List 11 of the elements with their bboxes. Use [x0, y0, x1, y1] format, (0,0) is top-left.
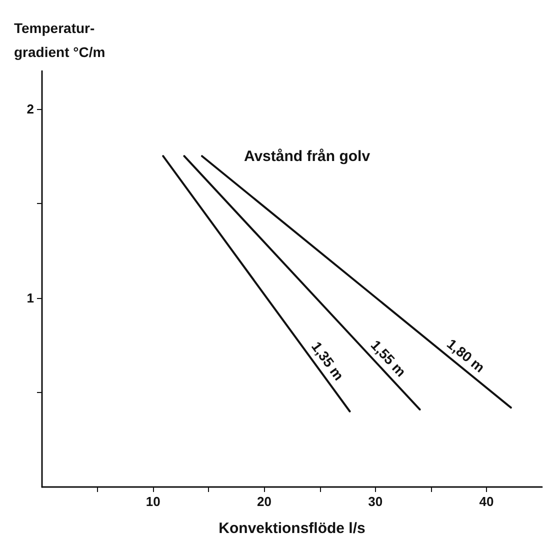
x-tick-label: 40 — [479, 494, 494, 509]
text: 1,80 m — [444, 336, 488, 376]
x-tick-label: 20 — [256, 494, 272, 509]
x-tick-label: 30 — [368, 494, 383, 509]
annotation: Avstånd från golv — [244, 148, 371, 165]
y-tick-label: 2 — [26, 101, 34, 116]
y-tick-label: 1 — [26, 290, 34, 306]
text: 1,55 m — [368, 336, 410, 380]
x-tick-label: 10 — [146, 494, 160, 509]
y-axis-title: Temperatur- gradient °C/m — [14, 20, 106, 60]
x-axis-title: Konvektionsflöde l/s — [218, 520, 366, 537]
